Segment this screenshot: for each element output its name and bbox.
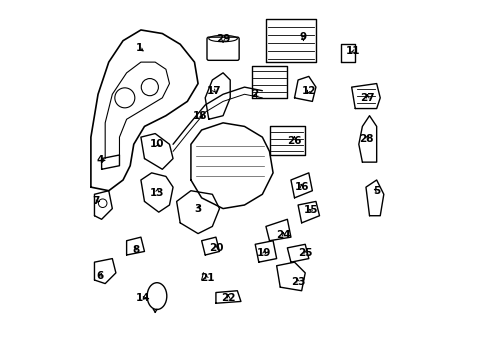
Text: 26: 26 bbox=[286, 136, 301, 146]
Text: 6: 6 bbox=[96, 271, 103, 282]
Text: 24: 24 bbox=[276, 230, 290, 240]
Text: 2: 2 bbox=[251, 89, 258, 99]
Text: 12: 12 bbox=[301, 86, 315, 96]
Text: 5: 5 bbox=[372, 186, 380, 196]
Text: 28: 28 bbox=[358, 134, 372, 144]
Text: 3: 3 bbox=[194, 203, 201, 213]
Text: 8: 8 bbox=[132, 245, 139, 255]
Text: 27: 27 bbox=[360, 93, 374, 103]
Text: 4: 4 bbox=[96, 156, 103, 165]
Text: 16: 16 bbox=[294, 182, 308, 192]
Text: 18: 18 bbox=[192, 111, 207, 121]
Text: 22: 22 bbox=[221, 293, 235, 303]
Text: 9: 9 bbox=[299, 32, 306, 42]
Text: 29: 29 bbox=[215, 34, 230, 44]
Text: 11: 11 bbox=[346, 46, 360, 57]
Text: 19: 19 bbox=[256, 248, 271, 258]
Text: 14: 14 bbox=[135, 293, 150, 303]
Text: 17: 17 bbox=[206, 86, 221, 96]
Text: 13: 13 bbox=[149, 188, 164, 198]
Text: 7: 7 bbox=[92, 197, 100, 206]
Text: 25: 25 bbox=[297, 248, 312, 258]
Text: 10: 10 bbox=[149, 139, 164, 149]
Text: 1: 1 bbox=[135, 43, 142, 53]
Text: 15: 15 bbox=[303, 205, 317, 215]
Text: 21: 21 bbox=[199, 273, 214, 283]
Text: 20: 20 bbox=[208, 243, 223, 253]
Text: 23: 23 bbox=[290, 277, 305, 287]
